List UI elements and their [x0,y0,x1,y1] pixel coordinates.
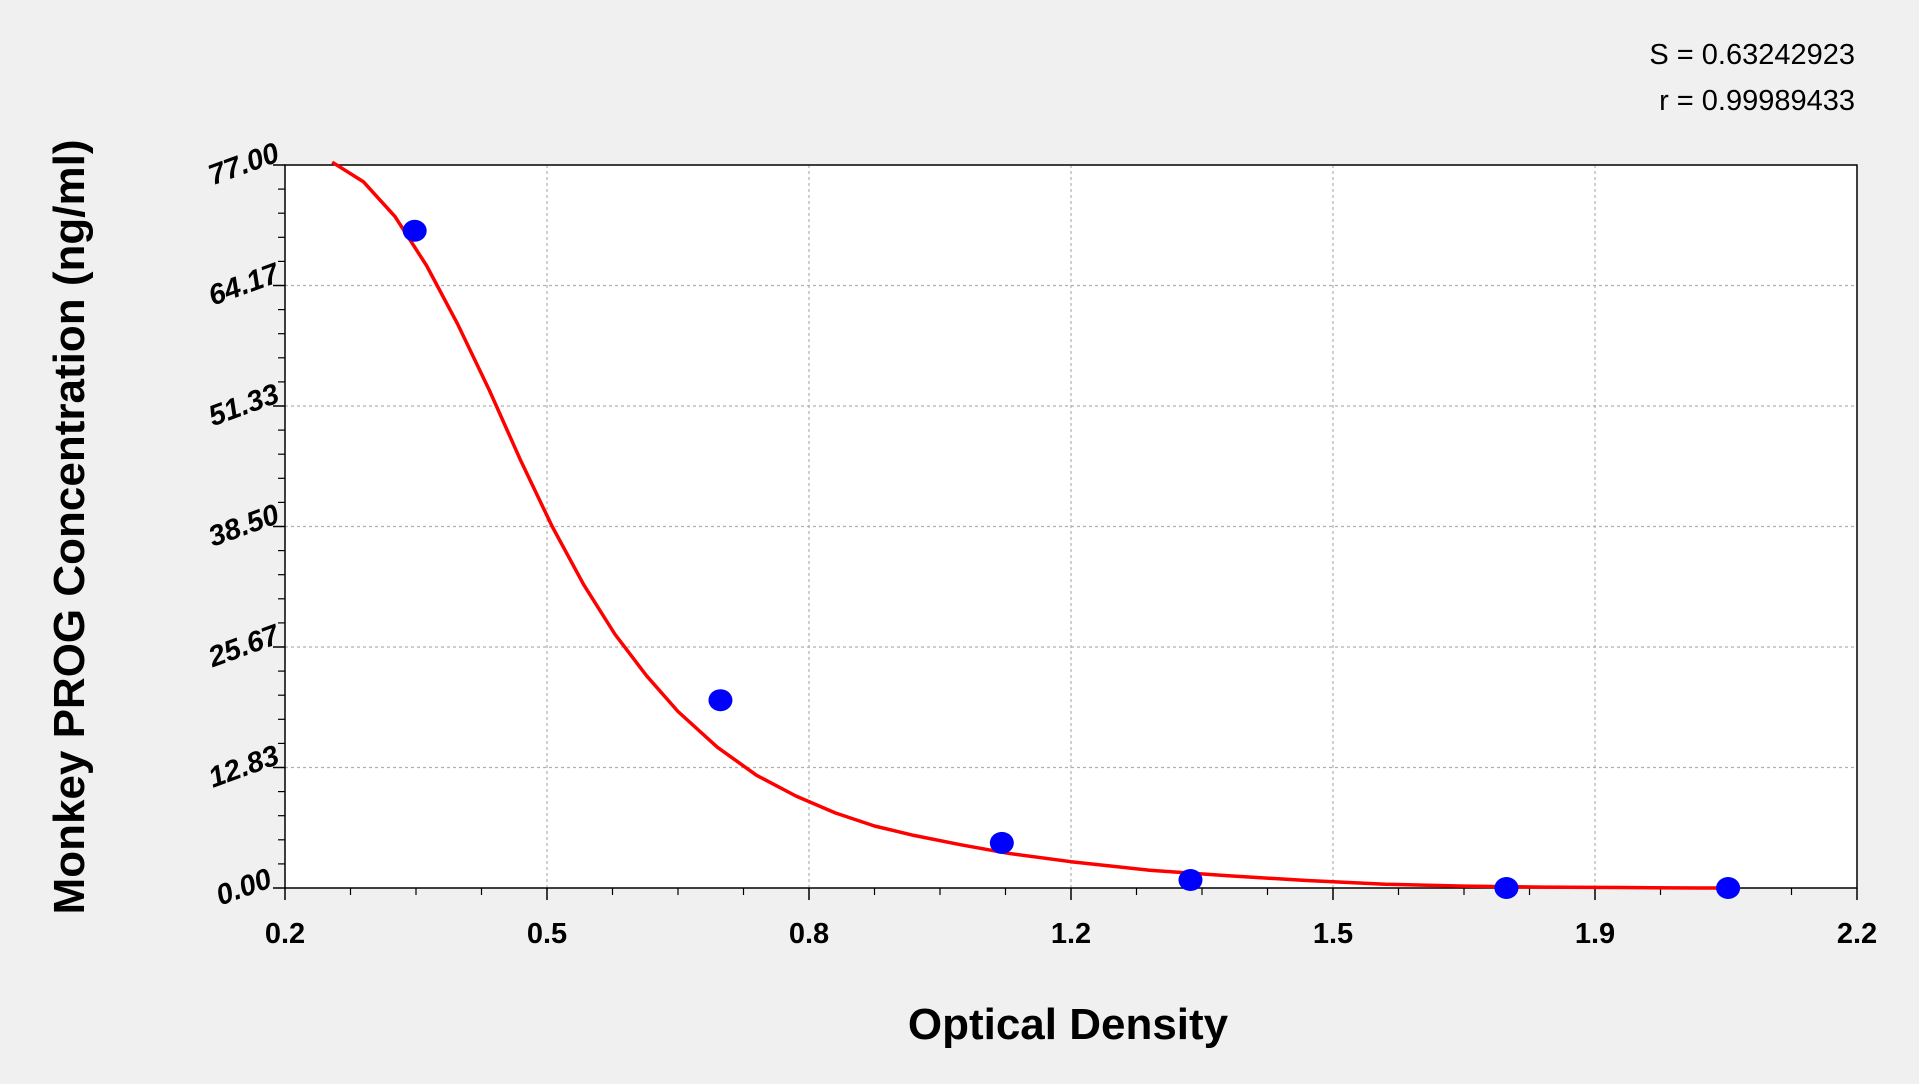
axis-ticks [273,164,1858,900]
y-tick-label: 64.17 [204,257,285,313]
r-statistic-annotation: r = 0.99989433 [1659,85,1855,117]
x-tick-label: 1.5 [1313,918,1353,950]
x-tick-label: 0.5 [527,918,567,950]
data-point [708,689,733,712]
y-tick-labels: 0.00 12.83 25.67 38.50 51.33 64.17 77.00 [203,137,285,912]
y-tick-label: 77.00 [204,137,283,192]
data-point [1494,877,1519,899]
data-point [1716,877,1741,899]
y-tick-label: 25.67 [203,618,285,674]
x-axis-title: Optical Density [908,1000,1229,1049]
data-point [989,831,1014,854]
grid-lines [285,165,1857,888]
data-point [402,219,427,242]
plot-frame [284,164,1858,889]
y-tick-label: 38.50 [204,499,283,554]
x-tick-label: 1.9 [1575,918,1615,950]
y-tick-label: 51.33 [204,378,283,433]
s-statistic-annotation: S = 0.63242923 [1649,39,1855,71]
fit-curve-line [331,160,1740,890]
y-tick-label: 12.83 [204,740,283,795]
x-tick-labels: 0.2 0.5 0.8 1.2 1.5 1.9 2.2 [265,918,1877,950]
x-tick-label: 2.2 [1837,918,1877,950]
x-tick-label: 1.2 [1051,918,1091,950]
x-tick-label: 0.8 [789,918,829,950]
y-tick-label: 0.00 [212,863,276,912]
data-points [402,219,1741,899]
y-axis-title: Monkey PROG Concentration (ng/ml) [45,140,94,915]
data-point [1178,869,1203,892]
x-tick-label: 0.2 [265,918,305,950]
